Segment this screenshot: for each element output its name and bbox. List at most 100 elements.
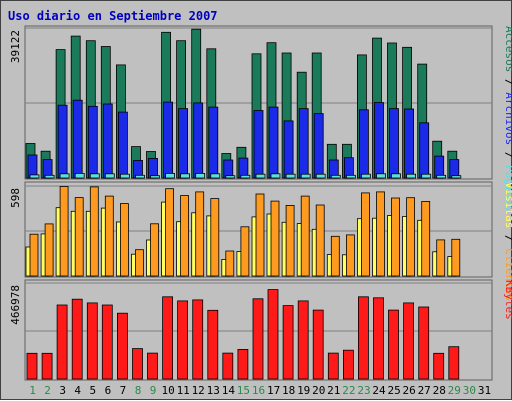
bar-middle-clientes-day-9	[150, 223, 159, 277]
bar-top-pginas-day-10	[165, 172, 176, 179]
x-tick-label-day-1: 1	[29, 384, 36, 397]
x-tick-label-day-13: 13	[207, 384, 220, 397]
bar-middle-clientes-day-15	[240, 226, 250, 277]
bar-middle-clientes-day-6	[104, 195, 114, 277]
bar-top-archivos-day-12	[193, 102, 204, 179]
bar-middle-clientes-day-12	[195, 191, 205, 277]
x-tick-label-day-10: 10	[161, 384, 174, 397]
bar-top-archivos-day-23	[358, 109, 369, 179]
legend-kbytes: KBytes	[503, 280, 512, 320]
bar-top-pginas-day-6	[104, 173, 115, 179]
bar-middle-clientes-day-28	[436, 239, 446, 277]
bar-top-pginas-day-25	[391, 173, 401, 179]
bar-bottom-kbytes-day-6	[101, 304, 113, 380]
bar-middle-clientes-day-18	[285, 204, 295, 277]
legend-separator: /	[503, 228, 512, 248]
bar-bottom-kbytes-day-25	[388, 309, 399, 380]
bar-top-pginas-day-15	[240, 174, 251, 179]
bar-bottom-kbytes-day-1	[26, 352, 38, 380]
bar-top-archivos-day-24	[374, 102, 384, 179]
bar-bottom-kbytes-day-26	[403, 302, 415, 380]
x-tick-label-day-7: 7	[120, 384, 127, 397]
bar-middle-clientes-day-20	[315, 204, 325, 277]
bar-top-archivos-day-17	[268, 106, 279, 179]
bar-bottom-kbytes-day-4	[71, 298, 83, 380]
bar-top-pginas-day-5	[89, 173, 100, 179]
bar-top-archivos-day-18	[283, 120, 294, 179]
bar-bottom-kbytes-day-16	[252, 298, 264, 380]
bar-bottom-kbytes-day-14	[222, 352, 234, 380]
x-tick-label-day-16: 16	[252, 384, 265, 397]
legend-separator: /	[503, 72, 512, 92]
bar-top-pginas-day-28	[436, 174, 447, 179]
panel-middle-ymax-label: 598	[9, 188, 22, 208]
bar-middle-clientes-day-11	[180, 195, 190, 277]
legend-accesos: Accesos	[503, 26, 512, 72]
bar-top-pginas-day-14	[225, 175, 236, 179]
bar-bottom-kbytes-day-3	[56, 304, 68, 380]
bar-middle-clientes-day-4	[74, 197, 84, 277]
bar-top-pginas-day-2	[44, 174, 55, 179]
legend-visitas: Visitas	[503, 182, 512, 228]
bar-top-archivos-day-5	[87, 105, 98, 179]
bar-middle-clientes-day-23	[360, 192, 370, 277]
bar-top-archivos-day-27	[419, 122, 430, 179]
bar-bottom-kbytes-day-24	[373, 297, 384, 380]
bar-top-archivos-day-20	[313, 113, 324, 179]
bar-bottom-kbytes-day-11	[177, 300, 189, 380]
x-tick-label-day-18: 18	[282, 384, 295, 397]
legend-pginas: Páginas	[503, 165, 512, 211]
bar-middle-clientes-day-29	[451, 238, 461, 277]
bar-top-pginas-day-29	[451, 175, 462, 179]
bar-top-pginas-day-26	[406, 173, 417, 179]
bar-middle-clientes-day-1	[29, 233, 39, 277]
bar-top-pginas-day-11	[180, 173, 191, 179]
x-tick-label-day-11: 11	[177, 384, 190, 397]
x-tick-label-day-8: 8	[135, 384, 142, 397]
x-tick-label-day-31: 31	[478, 384, 491, 397]
bar-bottom-kbytes-day-10	[162, 296, 174, 380]
bar-top-archivos-day-25	[389, 108, 399, 179]
bar-top-pginas-day-17	[270, 173, 281, 179]
bar-middle-clientes-day-27	[421, 200, 431, 277]
bar-top-archivos-day-28	[434, 155, 445, 179]
bar-middle-clientes-day-16	[255, 193, 265, 277]
bar-top-pginas-day-13	[210, 173, 221, 179]
bar-top-pginas-day-1	[29, 174, 40, 179]
x-tick-label-day-17: 17	[267, 384, 280, 397]
bar-top-pginas-day-12	[195, 172, 206, 179]
panel-bottom-ymax-label: 466978	[9, 285, 22, 325]
bar-top-pginas-day-27	[421, 173, 432, 179]
bar-middle-clientes-day-3	[59, 186, 69, 277]
bar-top-pginas-day-4	[74, 172, 85, 179]
x-tick-label-day-25: 25	[387, 384, 400, 397]
bar-top-archivos-day-10	[163, 101, 174, 179]
bar-bottom-kbytes-day-5	[86, 302, 98, 380]
bar-top-archivos-day-16	[253, 110, 264, 179]
x-tick-label-day-27: 27	[418, 384, 431, 397]
chart-title: Uso diario en Septiembre 2007	[8, 9, 218, 23]
bar-bottom-kbytes-day-21	[327, 352, 339, 380]
bar-bottom-kbytes-day-27	[418, 306, 430, 380]
x-tick-label-day-6: 6	[105, 384, 112, 397]
bar-top-archivos-day-13	[208, 106, 219, 179]
bar-bottom-kbytes-day-18	[282, 305, 294, 380]
bar-top-pginas-day-3	[59, 173, 70, 179]
x-tick-label-day-20: 20	[312, 384, 325, 397]
bar-bottom-kbytes-day-20	[312, 309, 324, 380]
panel-bottom-box	[24, 279, 493, 381]
bar-bottom-kbytes-day-29	[448, 346, 460, 380]
bar-top-pginas-day-23	[360, 173, 371, 179]
x-tick-label-day-14: 14	[222, 384, 236, 397]
bar-bottom-kbytes-day-15	[237, 348, 249, 380]
bar-top-pginas-day-9	[150, 175, 160, 179]
x-tick-label-day-15: 15	[237, 384, 250, 397]
bar-bottom-kbytes-day-19	[297, 300, 309, 380]
bar-bottom-kbytes-day-2	[41, 352, 53, 380]
bar-middle-clientes-day-5	[89, 186, 99, 277]
bar-top-archivos-day-4	[72, 99, 83, 179]
bar-middle-clientes-day-10	[165, 188, 175, 277]
bar-top-archivos-day-26	[404, 108, 415, 179]
